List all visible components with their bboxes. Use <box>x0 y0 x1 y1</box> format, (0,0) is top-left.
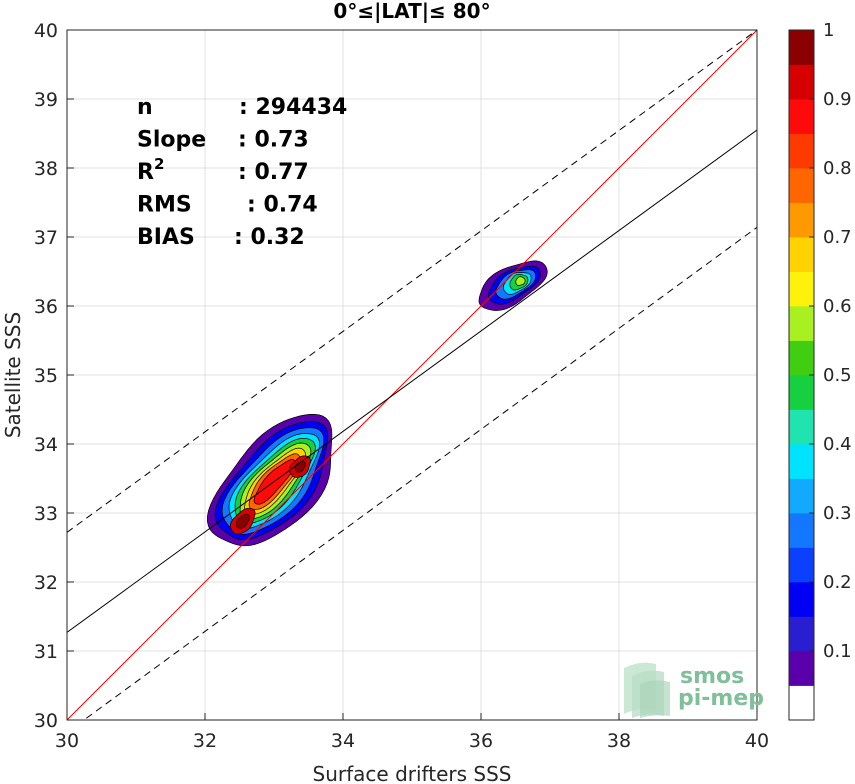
y-tick-label: 33 <box>34 503 58 525</box>
colorbar-tick-label: 0.3 <box>823 503 852 524</box>
colorbar-segment <box>789 409 814 445</box>
logo-text-pi-mep: pi-mep <box>678 686 764 711</box>
logo-text-smos: smos <box>680 664 744 689</box>
stat-value: : 0.73 <box>238 128 309 153</box>
y-tick-label: 30 <box>34 710 58 732</box>
colorbar-segment <box>789 271 814 307</box>
x-tick-label: 34 <box>331 730 355 752</box>
stat-value: : 0.32 <box>234 225 305 250</box>
y-tick-label: 31 <box>34 641 58 663</box>
colorbar-tick-label: 0.9 <box>823 89 852 110</box>
stat-label: n <box>137 95 153 120</box>
chart-title: 0°≤|LAT|≤ 80° <box>333 0 490 23</box>
colorbar-tick-label: 0.8 <box>823 158 852 179</box>
stat-value: : 0.77 <box>238 160 309 185</box>
y-tick-label: 36 <box>34 296 58 318</box>
colorbar-segment <box>789 547 814 583</box>
stat-label: R2 <box>137 155 164 185</box>
x-tick-label: 38 <box>607 730 631 752</box>
y-axis-label: Satellite SSS <box>1 312 25 438</box>
lower-bound-line <box>83 226 757 720</box>
grid-lines <box>67 30 757 720</box>
smos-pi-mep-logo: smos pi-mep <box>624 662 764 718</box>
stat-value: : 0.74 <box>247 193 318 218</box>
colorbar-segment <box>789 651 814 686</box>
stat-label: RMS <box>137 193 192 218</box>
colorbar: 0.1 0.2 0.3 0.4 0.5 0.6 0.7 0.8 0.9 1 <box>788 20 852 721</box>
colorbar-segment <box>789 133 814 169</box>
contour-level <box>515 276 526 286</box>
y-tick-label: 40 <box>34 20 58 42</box>
colorbar-tick-label: 0.1 <box>823 641 852 662</box>
y-tick-label: 37 <box>34 227 58 249</box>
colorbar-segment <box>789 168 814 203</box>
colorbar-segment <box>789 237 814 272</box>
colorbar-segment <box>789 444 814 479</box>
x-axis-label: Surface drifters SSS <box>313 762 512 784</box>
colorbar-segment <box>789 685 814 721</box>
colorbar-segment <box>789 64 814 100</box>
colorbar-tick-label: 1 <box>823 20 834 41</box>
colorbar-tick-label: 0.5 <box>823 365 852 386</box>
colorbar-segment <box>789 513 814 548</box>
colorbar-tick-label: 0.2 <box>823 572 852 593</box>
colorbar-segment <box>789 306 814 341</box>
colorbar-tick-label: 0.6 <box>823 296 852 317</box>
colorbar-segment <box>789 582 814 617</box>
colorbar-segment <box>789 340 814 376</box>
colorbar-tick-label: 0.7 <box>823 227 852 248</box>
colorbar-tick-label: 0.4 <box>823 434 852 455</box>
colorbar-segment <box>789 30 814 65</box>
x-tick-label: 30 <box>55 730 79 752</box>
colorbar-segment <box>789 202 814 238</box>
upper-bound-line <box>67 30 757 533</box>
colorbar-segment <box>789 375 814 410</box>
y-axis-ticks: 30 31 32 33 34 35 36 37 38 39 40 <box>34 20 74 732</box>
contour-peak <box>236 513 251 529</box>
x-tick-label: 36 <box>469 730 493 752</box>
reference-lines <box>67 30 757 720</box>
y-tick-label: 32 <box>34 572 58 594</box>
statistics-box: n : 294434 Slope : 0.73 R2 : 0.77 RMS : 0.74 BIA… <box>137 95 347 250</box>
y-tick-label: 38 <box>34 158 58 180</box>
colorbar-segment <box>789 99 814 134</box>
x-tick-label: 40 <box>745 730 769 752</box>
y-tick-label: 35 <box>34 365 58 387</box>
stat-value: : 294434 <box>239 95 347 120</box>
logo-wave-icon <box>624 662 670 718</box>
identity-line <box>67 30 757 720</box>
regression-line <box>67 129 757 633</box>
stat-label: Slope <box>137 128 206 153</box>
colorbar-segment <box>789 478 814 514</box>
contour-cluster <box>478 260 548 311</box>
y-tick-label: 39 <box>34 89 58 111</box>
stat-label: BIAS <box>137 225 195 250</box>
x-axis-ticks: 30 32 34 36 38 40 <box>55 713 769 752</box>
x-tick-label: 32 <box>193 730 217 752</box>
stat-label-superscript: 2 <box>154 155 164 173</box>
y-tick-label: 34 <box>34 434 58 456</box>
colorbar-segment <box>789 616 814 652</box>
